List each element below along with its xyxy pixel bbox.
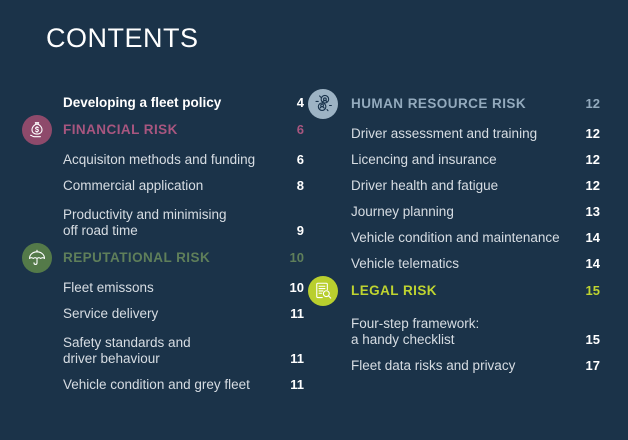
page-title: CONTENTS <box>46 23 199 53</box>
toc-page-number: 6 <box>296 121 304 137</box>
toc-entry-row[interactable]: Developing a fleet policy 4 <box>22 88 304 114</box>
toc-page-number: 8 <box>296 178 304 193</box>
toc-entry-label: Developing a fleet policy <box>63 95 222 110</box>
toc-entry-row[interactable]: Driver health and fatigue 12 <box>308 171 600 197</box>
toc-section-label: HUMAN RESOURCE RISK <box>351 95 527 111</box>
human-resource-risk-icon <box>308 88 338 119</box>
toc-page-number: 11 <box>290 377 304 392</box>
legal-risk-icon <box>308 275 338 306</box>
toc-page-number: 14 <box>585 256 600 271</box>
toc-entry-row[interactable]: Four-step framework: a handy checklist 15 <box>308 306 600 351</box>
toc-page-number: 14 <box>585 230 600 245</box>
toc-entry-label: Driver health and fatigue <box>351 178 499 193</box>
toc-page-number: 13 <box>585 204 600 219</box>
toc-entry-label: Fleet data risks and privacy <box>351 358 516 373</box>
toc-entry-label: Fleet emissons <box>63 280 154 295</box>
toc-page-number: 6 <box>296 152 304 167</box>
toc-entry-row[interactable]: Commercial application 8 <box>22 171 304 197</box>
toc-page-number: 10 <box>289 280 304 295</box>
toc-page-number: 15 <box>585 332 600 347</box>
toc-entry-row[interactable]: Fleet data risks and privacy 17 <box>308 351 600 377</box>
toc-entry-row[interactable]: Productivity and minimising off road tim… <box>22 197 304 242</box>
toc-page-number: 10 <box>289 249 304 265</box>
toc-section-label: FINANCIAL RISK <box>63 121 178 137</box>
toc-column-left: Developing a fleet policy 4 FINANCIAL RIS… <box>22 88 304 396</box>
toc-section-row[interactable]: REPUTATIONAL RISK 10 <box>22 242 304 273</box>
toc-entry-label: Productivity and minimising off road tim… <box>63 207 227 238</box>
financial-risk-icon <box>22 114 52 145</box>
toc-entry-label: Driver assessment and training <box>351 126 538 141</box>
toc-entry-label: Safety standards and driver behaviour <box>63 335 191 366</box>
toc-section-label: REPUTATIONAL RISK <box>63 249 211 265</box>
toc-page-number: 4 <box>296 95 304 110</box>
toc-section-row[interactable]: HUMAN RESOURCE RISK 12 <box>308 88 600 119</box>
toc-entry-label: Commercial application <box>63 178 204 193</box>
toc-entry-row[interactable]: Vehicle condition and maintenance 14 <box>308 223 600 249</box>
toc-entry-label: Vehicle telematics <box>351 256 460 271</box>
toc-entry-row[interactable]: Safety standards and driver behaviour 11 <box>22 325 304 370</box>
toc-page-number: 12 <box>585 126 600 141</box>
toc-entry-label: Acquisiton methods and funding <box>63 152 256 167</box>
toc-page-number: 17 <box>585 358 600 373</box>
toc-entry-row[interactable]: Driver assessment and training 12 <box>308 119 600 145</box>
toc-entry-label: Journey planning <box>351 204 454 219</box>
toc-page-number: 11 <box>290 351 304 366</box>
toc-entry-label: Vehicle condition and maintenance <box>351 230 560 245</box>
toc-entry-row[interactable]: Journey planning 13 <box>308 197 600 223</box>
toc-entry-label: Vehicle condition and grey fleet <box>63 377 250 392</box>
toc-section-label: LEGAL RISK <box>351 282 438 298</box>
toc-page-number: 12 <box>585 152 600 167</box>
toc-entry-row[interactable]: Service delivery 11 <box>22 299 304 325</box>
toc-column-right: HUMAN RESOURCE RISK 12 Driver assessment a… <box>308 88 600 377</box>
toc-page-number: 12 <box>585 178 600 193</box>
toc-entry-row[interactable]: Vehicle telematics 14 <box>308 249 600 275</box>
toc-entry-row[interactable]: Vehicle condition and grey fleet 11 <box>22 370 304 396</box>
toc-section-row[interactable]: FINANCIAL RISK 6 <box>22 114 304 145</box>
toc-entry-label: Licencing and insurance <box>351 152 497 167</box>
toc-section-row[interactable]: LEGAL RISK 15 <box>308 275 600 306</box>
toc-entry-row[interactable]: Licencing and insurance 12 <box>308 145 600 171</box>
toc-page-number: 12 <box>585 95 600 111</box>
toc-entry-label: Service delivery <box>63 306 159 321</box>
toc-page-number: 15 <box>585 282 600 298</box>
toc-entry-row[interactable]: Acquisiton methods and funding 6 <box>22 145 304 171</box>
toc-page-number: 9 <box>296 223 304 238</box>
toc-page-number: 11 <box>290 306 304 321</box>
toc-entry-label: Four-step framework: a handy checklist <box>351 316 480 347</box>
reputational-risk-icon <box>22 242 52 273</box>
toc-entry-row[interactable]: Fleet emissons 10 <box>22 273 304 299</box>
